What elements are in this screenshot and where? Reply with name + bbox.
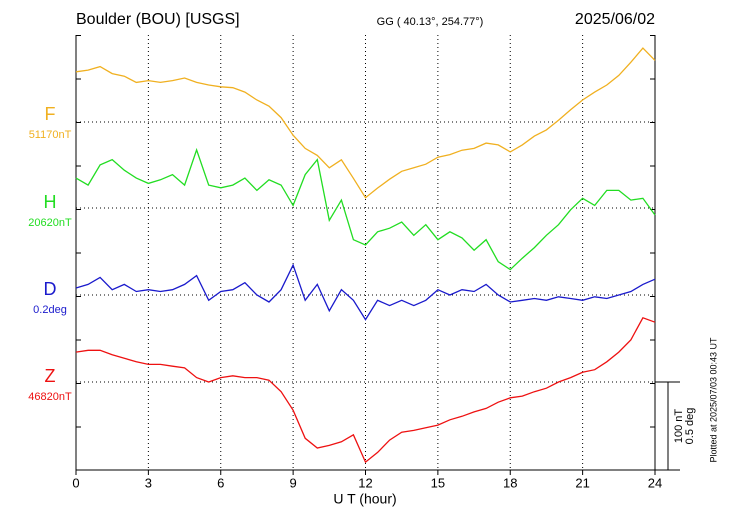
series-baseline-label: 51170nT — [29, 129, 72, 141]
series-baseline-label: 0.2deg — [33, 304, 67, 316]
x-tick-label: 12 — [358, 475, 372, 490]
chart-subtitle: GG ( 40.13°, 254.77°) — [377, 16, 484, 28]
scale-bar-label: 0.5 deg — [684, 408, 696, 445]
x-tick-label: 24 — [648, 475, 662, 490]
series-name: Z — [45, 366, 56, 386]
chart-date: 2025/06/02 — [575, 11, 655, 28]
scale-bar-label: 100 nT — [673, 409, 685, 444]
series-line — [75, 263, 656, 321]
x-tick-label: 21 — [575, 475, 589, 490]
series-name: D — [44, 279, 57, 299]
x-tick-label: 0 — [72, 475, 79, 490]
x-axis-label: U T (hour) — [333, 491, 396, 507]
series-name: H — [44, 192, 57, 212]
series-baseline-label: 46820nT — [28, 391, 72, 403]
series-name: F — [45, 104, 56, 124]
series-baseline-label: 20620nT — [28, 217, 72, 229]
series-line — [75, 316, 656, 464]
x-tick-label: 3 — [145, 475, 152, 490]
series-line — [75, 147, 656, 271]
chart-title: Boulder (BOU) [USGS] — [76, 11, 240, 28]
x-tick-label: 6 — [217, 475, 224, 490]
x-tick-label: 9 — [290, 475, 297, 490]
series-line — [75, 47, 656, 199]
x-tick-label: 18 — [503, 475, 517, 490]
x-tick-label: 15 — [431, 475, 445, 490]
plot-note: Plotted at 2025/07/03 00:43 UT — [708, 337, 718, 463]
